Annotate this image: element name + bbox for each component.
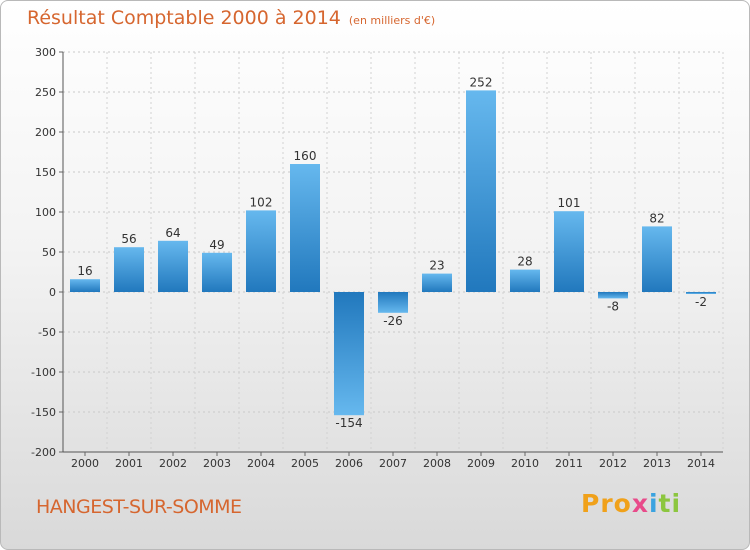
proxiti-logo: Proxiti [581,489,681,518]
bar [70,279,100,292]
y-tick-label: -150 [31,406,56,419]
bar-value-label: 23 [429,259,444,273]
bar-value-label: -26 [383,314,403,328]
bar [290,164,320,292]
x-tick-label: 2004 [247,457,275,470]
x-tick-label: 2006 [335,457,363,470]
bar [334,292,364,416]
bar [642,226,672,292]
bar [202,252,232,292]
x-tick-label: 2011 [555,457,583,470]
x-tick-label: 2008 [423,457,451,470]
bar-value-label: 252 [470,75,493,89]
bar [554,211,584,292]
bar-value-label: 56 [121,232,136,246]
bar [158,240,188,292]
bar-value-label: 28 [517,255,532,269]
grid [62,51,724,453]
x-tick-label: 2005 [291,457,319,470]
bar [510,269,540,292]
x-tick-label: 2001 [115,457,143,470]
bars [70,90,716,416]
x-tick-label: 2000 [71,457,99,470]
bar-value-label: 82 [649,211,664,225]
bar-value-label: -154 [335,416,362,430]
bar [686,292,716,294]
logo-part-2: x [631,489,649,518]
chart-title-unit: (en milliers d'€) [348,14,436,27]
axes: -200 -150 -100 -50 0 50 100 150 200 250 300 2000 200… [31,46,723,470]
y-tick-label: 100 [35,206,56,219]
data-labels: 16 56 64 49 102 160 -154 -26 23 252 28 101 -8 82 -2 [77,75,707,430]
x-tick-label: 2010 [511,457,539,470]
bar [246,210,276,292]
bar [466,90,496,293]
y-tick-label: 250 [35,86,56,99]
bar [598,292,628,299]
bar [114,247,144,292]
logo-part-4: ti [658,489,682,518]
commune-name: HANGEST-SUR-SOMME [36,496,242,518]
y-tick-label: 200 [35,126,56,139]
x-tick-label: 2002 [159,457,187,470]
bar [378,292,408,313]
x-tick-label: 2009 [467,457,495,470]
bar-value-label: 49 [209,238,224,252]
chart-title: Résultat Comptable 2000 à 2014 (en millie… [27,7,435,29]
x-tick-label: 2012 [599,457,627,470]
bar-value-label: 101 [558,196,581,210]
logo-part-1: Pro [581,489,632,518]
x-tick-label: 2013 [643,457,671,470]
bar-value-label: 16 [77,264,92,278]
bar [422,273,452,292]
bar-value-label: -2 [695,295,707,309]
bar-value-label: 160 [294,149,317,163]
bar-value-label: -8 [607,299,619,313]
chart-title-main: Résultat Comptable 2000 à 2014 [27,7,341,29]
y-tick-label: 0 [49,286,56,299]
y-tick-label: 300 [35,46,56,59]
y-tick-label: 50 [42,246,56,259]
logo-part-3: i [648,489,659,518]
y-tick-label: -200 [31,446,56,459]
bar-value-label: 102 [250,195,273,209]
y-tick-label: -50 [38,326,56,339]
y-tick-label: -100 [31,366,56,379]
bar-value-label: 64 [165,226,180,240]
x-tick-label: 2007 [379,457,407,470]
x-tick-label: 2014 [687,457,715,470]
y-tick-label: 150 [35,166,56,179]
x-tick-label: 2003 [203,457,231,470]
